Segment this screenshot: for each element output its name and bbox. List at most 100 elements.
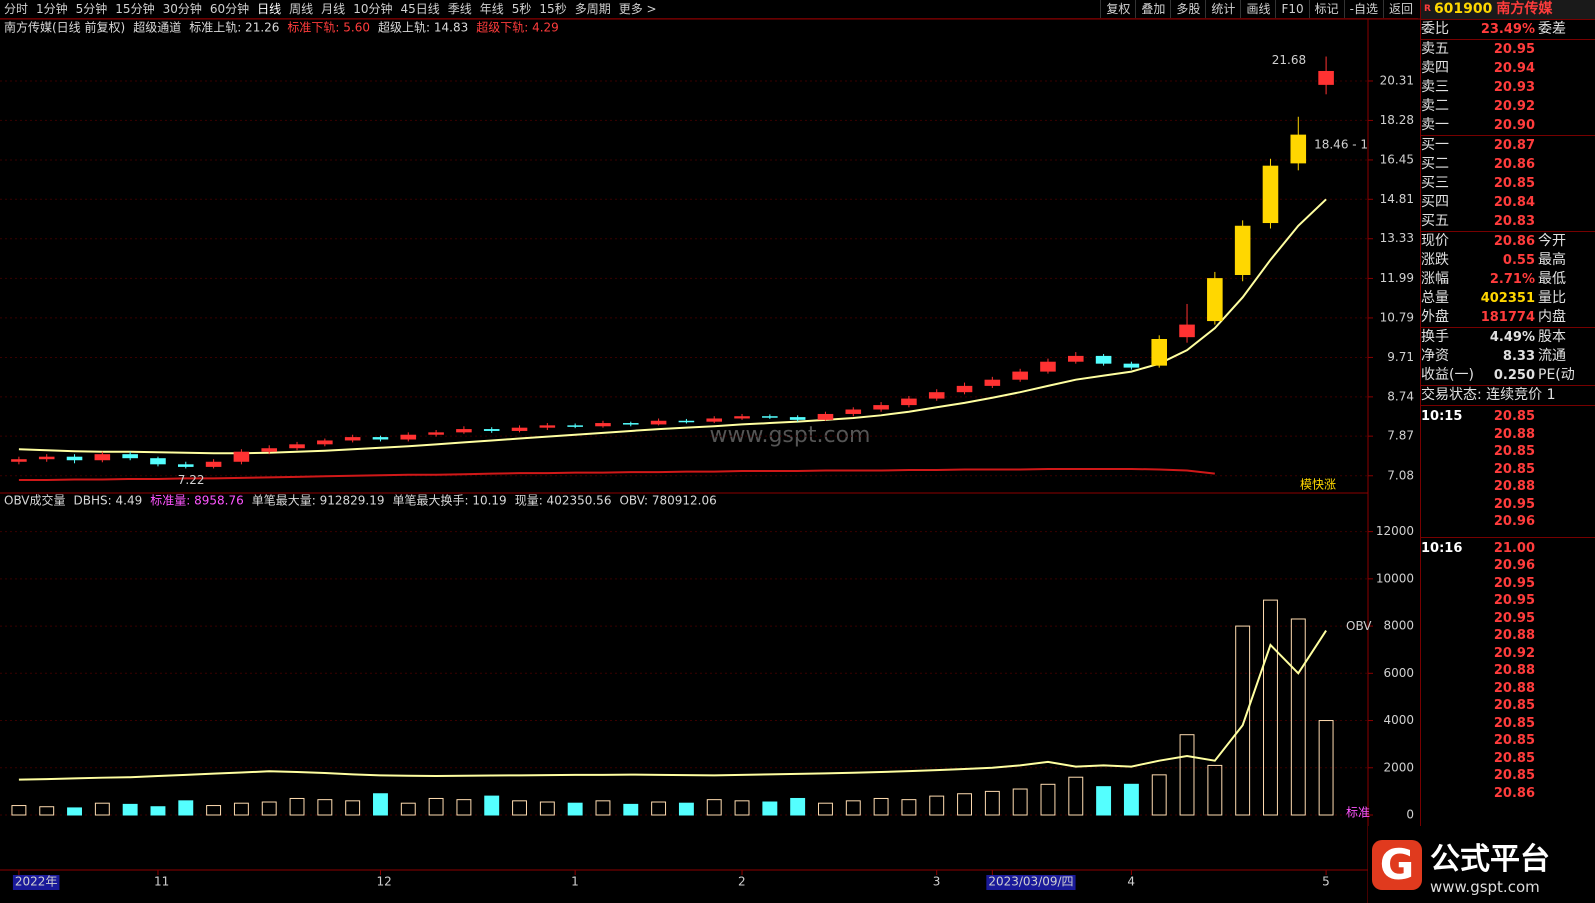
toolbar-button[interactable]: 统计 [1205, 0, 1240, 18]
candle-body [1067, 355, 1084, 362]
order-book: 卖三 20.93 [1421, 78, 1595, 97]
trade-row: 20.92 [1421, 645, 1595, 663]
tab[interactable]: 周线 [289, 2, 314, 16]
logo-url: www.gspt.com [1430, 877, 1540, 896]
y-tick-label: 13.33 [1380, 231, 1414, 245]
header-text: 单笔最大量: 912829.19 [252, 493, 385, 508]
trade-time [1421, 592, 1469, 610]
candle-body [122, 454, 138, 459]
toolbar-button[interactable]: 叠加 [1135, 0, 1170, 18]
volume-bar [317, 799, 333, 816]
quote-header: R 601900 南方传媒 [1421, 0, 1595, 19]
quote-stat-cell: 0.250 [1493, 368, 1535, 383]
tab[interactable]: 60分钟 [209, 2, 250, 16]
tab[interactable]: 5秒 [511, 2, 532, 16]
candle-body [261, 448, 278, 452]
volume-bar [567, 802, 583, 816]
candle-body [1095, 355, 1112, 364]
trade-row: 20.96 [1421, 557, 1595, 575]
volume-bar [790, 797, 806, 816]
trade-time [1421, 513, 1469, 531]
trade-row: 20.85 [1421, 767, 1595, 785]
candle-body [678, 420, 695, 423]
header-text: DBHS: 4.49 [74, 494, 143, 508]
quote-stat-cell: 量比 [1538, 290, 1566, 306]
candle-body [901, 398, 917, 406]
order-book-cell: 20.83 [1493, 214, 1535, 229]
trade-price: 20.85 [1493, 461, 1535, 477]
trade-price: 20.88 [1493, 426, 1535, 442]
volume-bar [873, 797, 889, 816]
quote-stat-cell: 涨跌 [1421, 252, 1449, 268]
volume-bar [1318, 720, 1334, 816]
toolbar-button[interactable]: 画线 [1240, 0, 1275, 18]
trade-time [1421, 767, 1469, 785]
trade-price: 20.88 [1493, 680, 1535, 696]
tab[interactable]: 15分钟 [115, 2, 155, 16]
tab[interactable]: 30分钟 [162, 2, 202, 16]
quote-stat-cell: 8.33 [1502, 349, 1535, 364]
quote-stat-cell: 换手 [1421, 329, 1449, 345]
volume-bar [373, 793, 388, 816]
volume-bar [1068, 776, 1084, 816]
tab[interactable]: 月线 [321, 2, 346, 16]
volume-bar [706, 799, 722, 816]
tab[interactable]: 45日线 [400, 2, 440, 16]
obv-line [18, 630, 1327, 781]
volume-bar [539, 801, 555, 816]
volume-bar [1151, 774, 1167, 816]
candle-body [817, 413, 834, 420]
tab[interactable]: 日线 [257, 2, 282, 16]
y-tick-label: 10.79 [1380, 310, 1414, 324]
trade-time [1421, 785, 1469, 803]
trade-time [1421, 426, 1469, 444]
trade-time [1421, 575, 1469, 593]
trade-price: 20.95 [1493, 575, 1535, 591]
volume-bar [261, 801, 277, 816]
trade-price: 20.85 [1493, 715, 1535, 731]
tab[interactable]: 分时 [4, 2, 29, 16]
tab[interactable]: 年线 [479, 2, 504, 16]
quote-stat-cell: 现价 [1421, 233, 1449, 249]
order-book-cell: 买一 [1421, 137, 1449, 153]
tab[interactable]: 15秒 [539, 2, 567, 16]
candle-body [845, 409, 862, 414]
volume-bar [845, 800, 861, 816]
order-book: 卖一 20.90 [1421, 116, 1595, 135]
y-tick-label: 18.28 [1380, 113, 1414, 127]
y-tick-label: 11.99 [1380, 271, 1414, 285]
quote-stat-cell: 181774 [1480, 310, 1535, 325]
volume-bar [984, 790, 1000, 816]
trade-time [1421, 610, 1469, 628]
toolbar-button[interactable]: -自选 [1343, 0, 1383, 18]
quote-stat-cell: 0.55 [1502, 253, 1535, 268]
order-book-cell: 买三 [1421, 175, 1449, 191]
candle-body [734, 416, 750, 419]
toolbar-button[interactable]: F10 [1275, 0, 1308, 18]
tab[interactable]: 多周期 [574, 2, 611, 16]
tab[interactable]: 5分钟 [75, 2, 108, 16]
candle-body [873, 405, 889, 410]
volume-bar [512, 800, 527, 816]
toolbar-button[interactable]: 返回 [1382, 0, 1418, 18]
toolbar-button[interactable]: 多股 [1170, 0, 1205, 18]
volume-bar [1207, 764, 1223, 816]
header-text: OBV: 780912.06 [619, 494, 716, 508]
toolbar-button[interactable]: 复权 [1100, 0, 1135, 18]
tab[interactable]: 10分钟 [353, 2, 393, 16]
candle-body [928, 392, 945, 399]
date-highlight [986, 875, 1076, 890]
volume-bar [818, 802, 833, 816]
tab[interactable]: 1分钟 [36, 2, 68, 16]
volume-bar [595, 800, 611, 816]
tab[interactable]: 季线 [447, 2, 472, 16]
header-text: 超级下轨: 4.29 [476, 20, 559, 35]
candle-body [1012, 371, 1028, 380]
volume-bar [957, 793, 972, 816]
tab[interactable]: 更多 > [618, 2, 657, 16]
trade-row: 20.85 [1421, 461, 1595, 479]
volume-bar [67, 807, 82, 816]
volume-bar [1012, 788, 1028, 816]
candle-body [1151, 338, 1168, 366]
toolbar-button[interactable]: 标记 [1308, 0, 1344, 18]
